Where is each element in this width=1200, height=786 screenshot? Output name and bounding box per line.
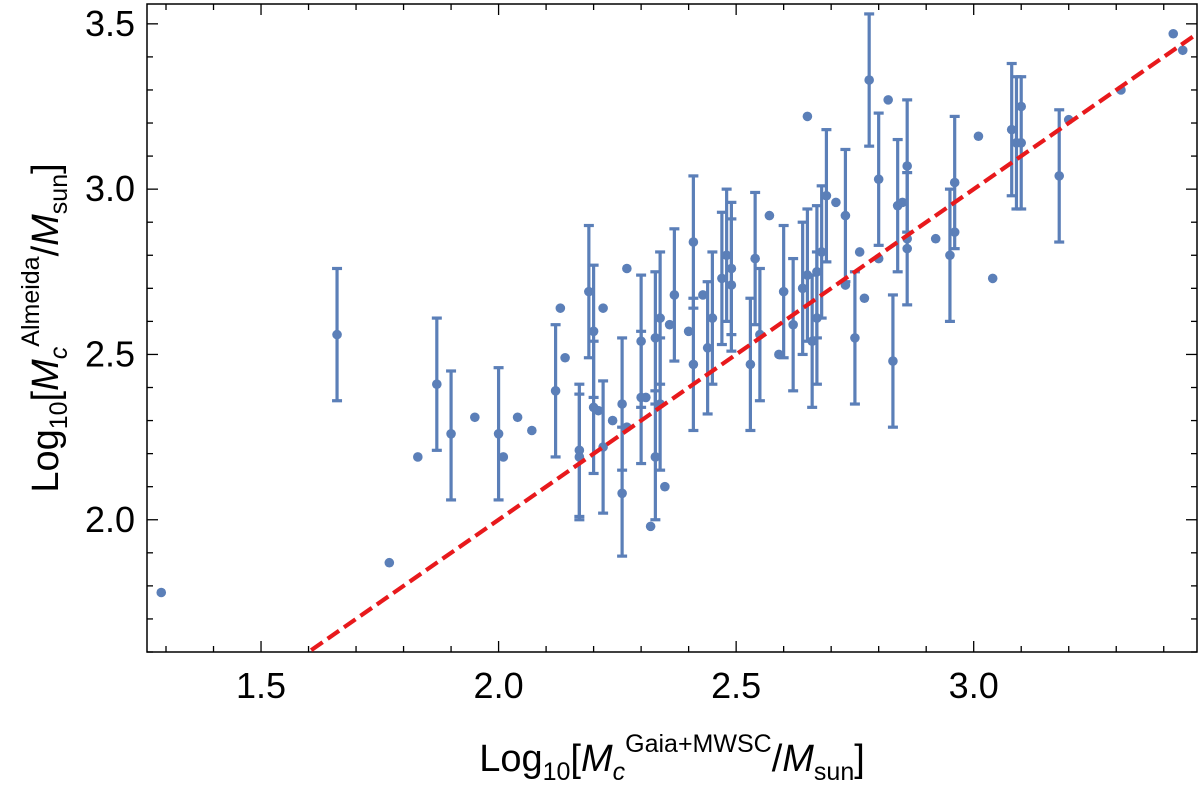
data-point bbox=[949, 177, 960, 188]
data-point bbox=[622, 263, 632, 274]
data-point bbox=[812, 266, 822, 277]
data-point bbox=[384, 557, 395, 568]
data-point bbox=[774, 349, 784, 360]
error-bars bbox=[332, 12, 1065, 558]
x-tick-label: 1.5 bbox=[236, 665, 286, 706]
data-point bbox=[1006, 124, 1017, 135]
data-point bbox=[698, 290, 708, 300]
data-point bbox=[707, 313, 718, 323]
reference-line bbox=[304, 32, 1197, 652]
data-point bbox=[470, 412, 480, 423]
data-point bbox=[873, 174, 884, 185]
data-point bbox=[645, 521, 656, 532]
data-point bbox=[764, 210, 775, 221]
data-point bbox=[859, 293, 870, 304]
y-tick-label: 3.0 bbox=[85, 168, 135, 209]
data-point bbox=[945, 250, 955, 261]
data-point bbox=[840, 210, 851, 221]
data-point bbox=[550, 386, 561, 396]
data-point bbox=[660, 481, 670, 492]
data-point bbox=[797, 283, 808, 294]
data-point bbox=[617, 399, 627, 409]
data-point bbox=[726, 280, 737, 290]
data-point bbox=[745, 359, 756, 370]
data-point bbox=[987, 273, 998, 284]
x-axis-label: Log10[McGaia+MWSC/Msun] bbox=[479, 730, 865, 786]
data-point bbox=[636, 336, 646, 347]
data-point bbox=[588, 326, 599, 337]
data-point bbox=[812, 313, 822, 323]
data-point bbox=[821, 190, 832, 201]
x-tick-label: 2.5 bbox=[711, 665, 761, 706]
data-point bbox=[902, 243, 912, 254]
reference-line-group bbox=[304, 32, 1197, 652]
data-point bbox=[413, 452, 423, 462]
data-point bbox=[930, 233, 941, 244]
data-point bbox=[574, 445, 585, 456]
data-point bbox=[816, 247, 827, 257]
data-points bbox=[156, 28, 1188, 598]
data-point bbox=[617, 488, 627, 499]
data-point bbox=[655, 313, 665, 323]
data-point bbox=[512, 412, 523, 423]
y-tick-label: 2.0 bbox=[85, 499, 135, 540]
data-point bbox=[721, 250, 732, 261]
data-point bbox=[498, 452, 509, 462]
data-point bbox=[527, 425, 537, 436]
data-point bbox=[669, 290, 680, 300]
data-point bbox=[1016, 138, 1027, 148]
data-point bbox=[902, 161, 912, 171]
data-point bbox=[883, 95, 893, 105]
data-point bbox=[1054, 171, 1065, 181]
y-axis-label: Log10[McAlmeida/Msun] bbox=[17, 163, 73, 492]
data-point bbox=[1177, 45, 1188, 56]
axis-ticks bbox=[147, 4, 1197, 653]
data-point bbox=[650, 452, 661, 462]
data-point bbox=[688, 359, 699, 370]
data-point bbox=[607, 415, 618, 426]
data-point bbox=[850, 333, 860, 343]
data-point bbox=[831, 197, 841, 208]
data-point bbox=[778, 286, 789, 297]
data-point bbox=[332, 329, 342, 340]
x-tick-label: 2.0 bbox=[474, 665, 524, 706]
data-point bbox=[432, 379, 442, 390]
data-point bbox=[864, 75, 874, 85]
data-point bbox=[683, 326, 694, 337]
data-point bbox=[1168, 28, 1179, 39]
y-tick-label: 3.5 bbox=[85, 3, 135, 44]
data-point bbox=[949, 227, 960, 237]
data-point bbox=[560, 352, 570, 363]
data-point bbox=[888, 356, 898, 366]
data-point bbox=[750, 253, 760, 264]
data-point bbox=[802, 270, 813, 280]
data-point bbox=[802, 111, 813, 122]
data-point bbox=[702, 343, 713, 353]
data-point bbox=[555, 303, 566, 313]
data-point bbox=[584, 286, 594, 297]
data-point bbox=[493, 428, 504, 439]
data-point bbox=[688, 237, 699, 247]
data-point bbox=[897, 197, 908, 208]
data-point bbox=[598, 303, 608, 313]
data-point bbox=[156, 587, 167, 598]
data-point bbox=[973, 131, 984, 142]
x-tick-label: 3.0 bbox=[949, 665, 999, 706]
data-point bbox=[726, 263, 737, 274]
data-point bbox=[593, 405, 604, 416]
data-point bbox=[717, 273, 727, 284]
tick-labels: 1.5 2.0 2.5 3.0 2.0 2.5 3.0 3.5 bbox=[85, 3, 999, 706]
data-point bbox=[788, 319, 798, 330]
data-point bbox=[1016, 101, 1027, 112]
data-point bbox=[650, 333, 661, 343]
y-tick-label: 2.5 bbox=[85, 333, 135, 374]
data-point bbox=[854, 247, 865, 257]
plot-frame bbox=[146, 3, 1198, 653]
data-point bbox=[641, 392, 651, 403]
data-point bbox=[446, 428, 456, 439]
data-point bbox=[807, 336, 817, 347]
data-point bbox=[664, 319, 675, 330]
